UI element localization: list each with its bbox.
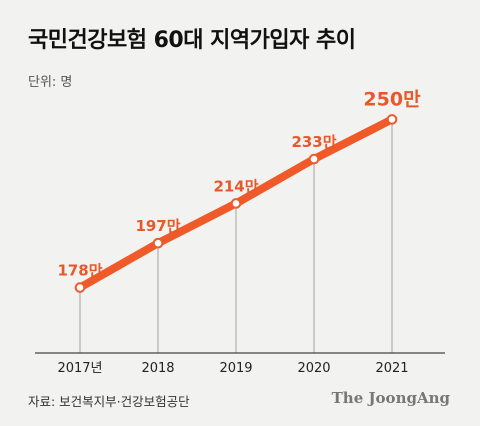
data-point <box>308 153 320 165</box>
x-tick-labels: 2017년 2018 2019 2020 2021 <box>57 361 408 376</box>
x-tick-label: 2017년 <box>57 361 102 376</box>
data-labels: 178만 197만 214만 233만 250만 <box>57 88 421 279</box>
data-point <box>230 198 242 209</box>
unit-label: 단위: 명 <box>28 75 73 90</box>
data-label: 197만 <box>135 217 180 235</box>
data-point <box>386 114 398 125</box>
x-tick-label: 2021 <box>375 361 408 376</box>
data-label: 214만 <box>213 177 258 195</box>
data-label: 250만 <box>363 88 421 110</box>
data-point <box>152 237 164 249</box>
data-label: 233만 <box>291 133 336 151</box>
x-tick-label: 2020 <box>297 361 330 376</box>
data-points <box>74 114 398 293</box>
data-label: 178만 <box>57 262 102 280</box>
data-point <box>74 282 86 293</box>
chart-title: 국민건강보험 60대 지역가입자 추이 <box>28 28 356 53</box>
x-tick-label: 2019 <box>219 361 252 376</box>
drop-lines <box>79 119 393 353</box>
source-note: 자료: 보건복지부·건강보험공단 <box>28 394 190 409</box>
publisher-logo: The JoongAng <box>331 389 450 407</box>
x-tick-label: 2018 <box>141 361 174 376</box>
